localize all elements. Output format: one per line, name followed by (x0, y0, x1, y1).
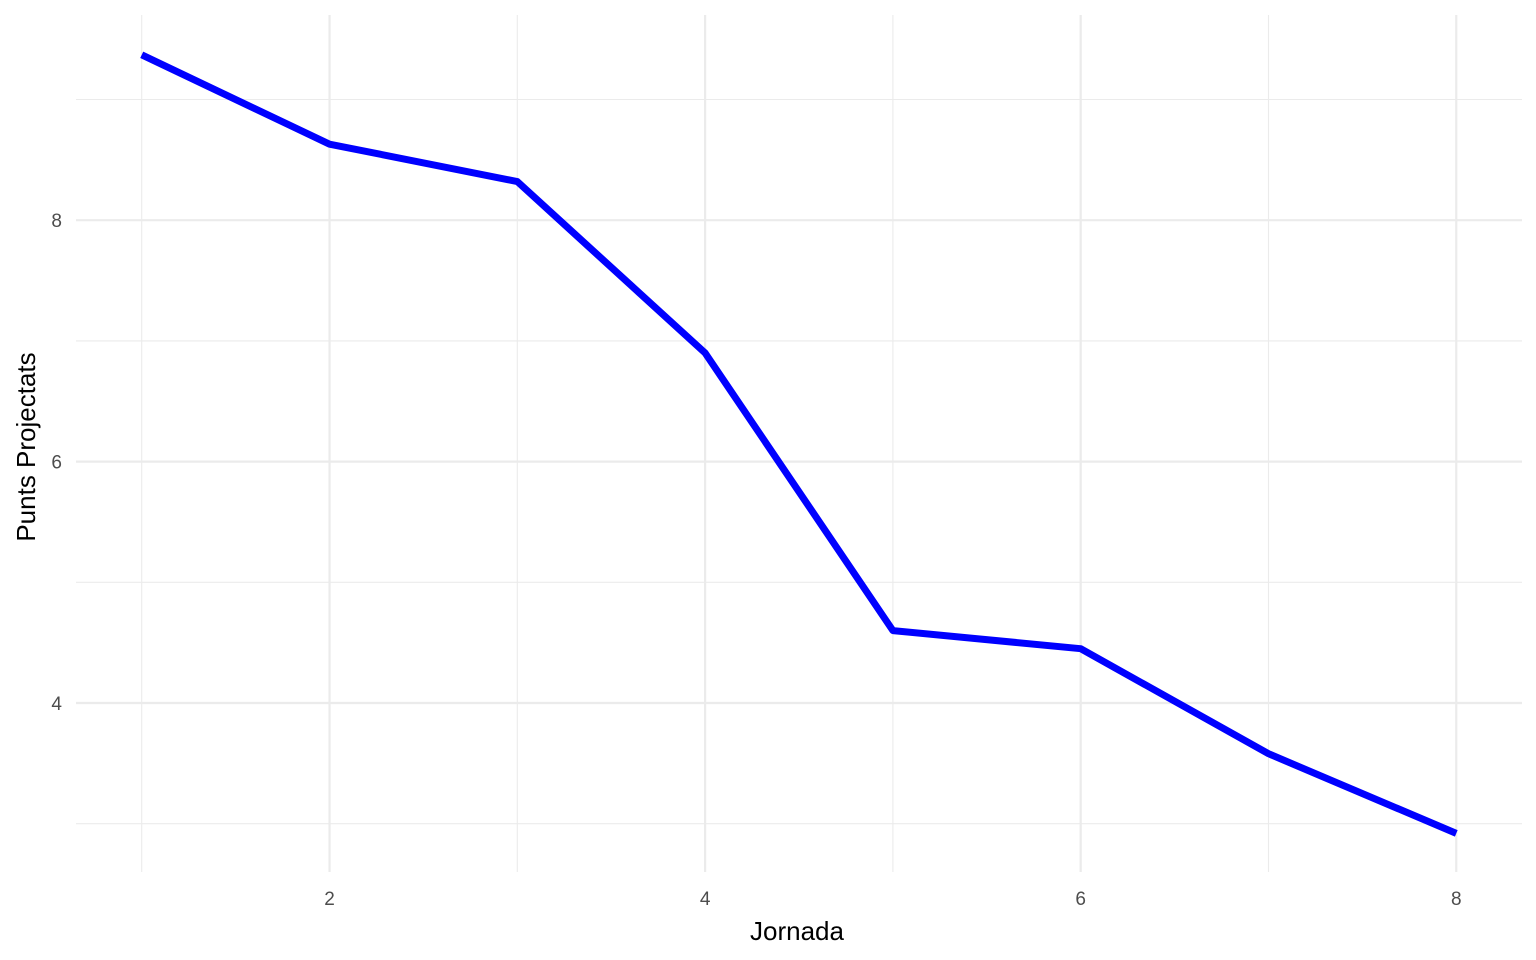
grid-lines (76, 15, 1522, 872)
x-tick-label: 8 (1451, 889, 1462, 910)
series-line (140, 51, 1458, 837)
y-axis-title: Punts Projectats (11, 352, 41, 541)
y-tick-label: 4 (51, 694, 62, 715)
series-layer (140, 51, 1458, 837)
x-axis-title: Jornada (750, 916, 844, 946)
x-tick-label: 6 (1075, 889, 1086, 910)
x-tick-label: 4 (700, 889, 711, 910)
y-tick-label: 8 (51, 211, 62, 232)
y-tick-label: 6 (51, 453, 62, 474)
tick-labels: 2 4 6 8 4 6 8 (51, 211, 1461, 910)
x-tick-label: 2 (324, 889, 335, 910)
